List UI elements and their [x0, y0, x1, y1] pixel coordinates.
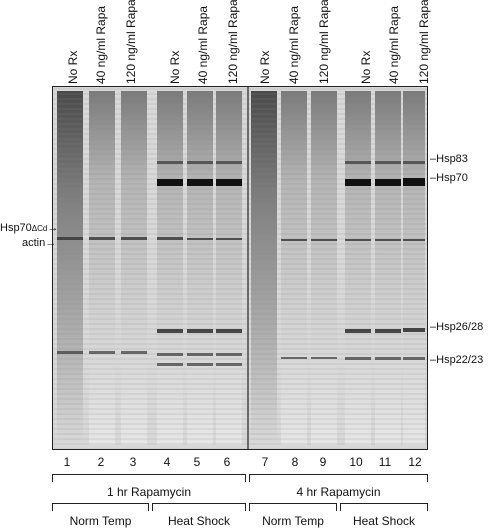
- band-label-hsp70-text: Hsp70: [436, 172, 468, 184]
- column-label: 120 ng/ml Rapa: [317, 0, 331, 84]
- band-label-hsp26-28: –Hsp26/28: [430, 321, 483, 333]
- hsp22-23-bands: [57, 351, 425, 366]
- lane-number: 6: [223, 455, 231, 469]
- gel-lanes-panel-1: [53, 87, 247, 449]
- lane-number: 3: [129, 455, 137, 469]
- bracket-heat-shock-1: [152, 503, 246, 511]
- dash-icon: –: [430, 172, 437, 184]
- actin-bands: [57, 237, 425, 241]
- hsp26-28-bands: [157, 328, 425, 333]
- column-label: No Rx: [66, 50, 80, 84]
- band-label-hsp70-main: Hsp70: [0, 222, 32, 234]
- dash-icon: –: [430, 321, 437, 333]
- lane-number: 12: [408, 455, 422, 469]
- column-label: 120 ng/ml Rapa: [417, 0, 431, 84]
- bracket-heat-shock-2: [340, 503, 428, 511]
- hsp83-bands: [157, 161, 425, 164]
- column-label: 120 ng/ml Rapa: [226, 0, 240, 84]
- gel-lanes-panel-2: [249, 87, 427, 449]
- gel-svg: [53, 87, 427, 449]
- condition-label-norm-temp-1: Norm Temp: [69, 514, 132, 528]
- arrow-icon: →: [45, 237, 57, 249]
- band-label-actin: actin→: [22, 237, 56, 249]
- lane-number: 1: [63, 455, 71, 469]
- band-label-hsp22-23-text: Hsp22/23: [436, 354, 484, 366]
- column-label: No Rx: [168, 50, 182, 84]
- lane-number: 11: [378, 455, 392, 469]
- condition-label-heat-shock-2: Heat Shock: [352, 514, 416, 528]
- lane-number: 8: [291, 455, 299, 469]
- lane-number: 2: [97, 455, 105, 469]
- column-label: No Rx: [359, 50, 373, 84]
- lane-number: 9: [319, 455, 327, 469]
- column-label: 40 ng/ml Rapa: [196, 5, 210, 84]
- band-label-hsp83-text: Hsp83: [436, 153, 468, 165]
- bracket-1hr: [52, 474, 246, 482]
- hsp70-bands: [157, 178, 425, 186]
- column-label: 40 ng/ml Rapa: [287, 5, 301, 84]
- column-label: No Rx: [258, 50, 272, 84]
- dash-icon: –: [430, 354, 437, 366]
- lane-number: 7: [261, 455, 269, 469]
- dash-icon: –: [430, 153, 437, 165]
- lane-number: 5: [193, 455, 201, 469]
- condition-label-norm-temp-2: Norm Temp: [262, 514, 324, 528]
- band-label-hsp70-dcd: Hsp70ΔCd→: [0, 222, 58, 234]
- band-label-hsp83: –Hsp83: [430, 153, 468, 165]
- band-label-hsp70: –Hsp70: [430, 172, 468, 184]
- arrow-icon: →: [47, 222, 59, 234]
- band-label-hsp26-28-text: Hsp26/28: [436, 321, 484, 333]
- condition-label-heat-shock-1: Heat Shock: [167, 514, 231, 528]
- column-label: 40 ng/ml Rapa: [94, 5, 108, 84]
- lane-number: 10: [349, 455, 363, 469]
- time-group-label-1hr: 1 hr Rapamycin: [106, 485, 192, 499]
- time-group-label-4hr: 4 hr Rapamycin: [296, 485, 381, 499]
- bracket-4hr: [249, 474, 428, 482]
- lane-number: 4: [163, 455, 171, 469]
- column-label: 40 ng/ml Rapa: [387, 5, 401, 84]
- band-label-hsp22-23: –Hsp22/23: [430, 354, 483, 366]
- band-label-actin-text: actin: [22, 237, 46, 249]
- column-label: 120 ng/ml Rapa: [124, 0, 138, 84]
- gel-image: [52, 86, 428, 450]
- bracket-norm-temp-2: [249, 503, 337, 511]
- band-label-hsp70-sub: ΔCd: [31, 224, 48, 233]
- bracket-norm-temp-1: [52, 503, 149, 511]
